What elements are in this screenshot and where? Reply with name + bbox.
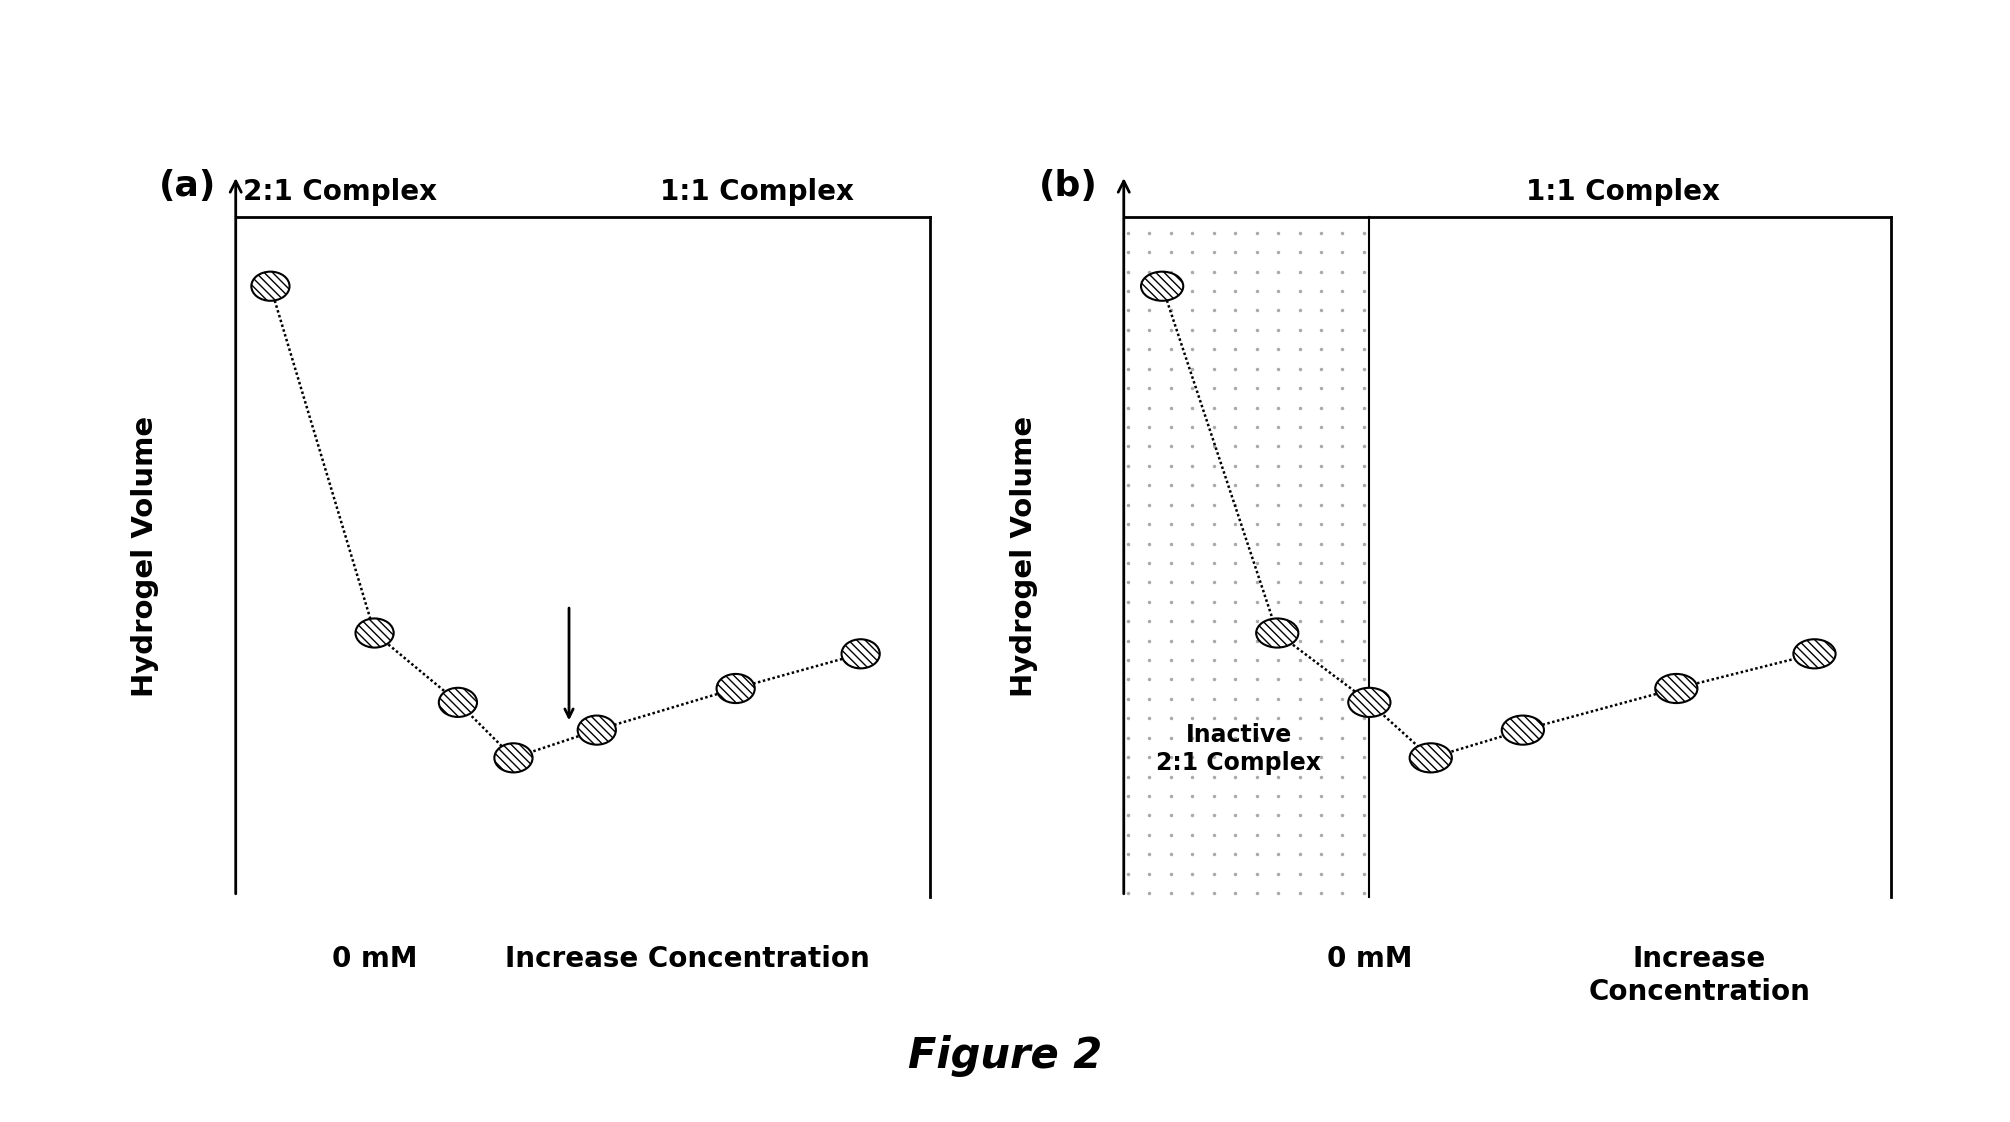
Ellipse shape — [438, 688, 476, 717]
Text: Hydrogel Volume: Hydrogel Volume — [131, 416, 159, 697]
Ellipse shape — [1256, 618, 1298, 647]
Ellipse shape — [1656, 674, 1696, 703]
Text: 1:1 Complex: 1:1 Complex — [1526, 178, 1721, 206]
Ellipse shape — [1409, 743, 1451, 772]
Text: Inactive
2:1 Complex: Inactive 2:1 Complex — [1156, 724, 1321, 775]
Ellipse shape — [1142, 272, 1184, 301]
Ellipse shape — [494, 743, 533, 772]
Ellipse shape — [1349, 688, 1391, 717]
Text: 0 mM: 0 mM — [1327, 945, 1413, 973]
Text: 0 mM: 0 mM — [332, 945, 418, 973]
Text: 1:1 Complex: 1:1 Complex — [659, 178, 854, 206]
Ellipse shape — [577, 716, 615, 745]
Text: Increase Concentration: Increase Concentration — [505, 945, 870, 973]
Text: Increase
Concentration: Increase Concentration — [1588, 945, 1811, 1005]
Text: (b): (b) — [1039, 169, 1097, 203]
Text: Hydrogel Volume: Hydrogel Volume — [1009, 416, 1037, 697]
Ellipse shape — [1793, 640, 1835, 669]
Ellipse shape — [356, 618, 394, 647]
Ellipse shape — [716, 674, 756, 703]
Text: (a): (a) — [159, 169, 217, 203]
Text: Figure 2: Figure 2 — [909, 1036, 1101, 1077]
Ellipse shape — [842, 640, 880, 669]
Ellipse shape — [1501, 716, 1544, 745]
Text: 2:1 Complex: 2:1 Complex — [243, 178, 436, 206]
Ellipse shape — [251, 272, 289, 301]
